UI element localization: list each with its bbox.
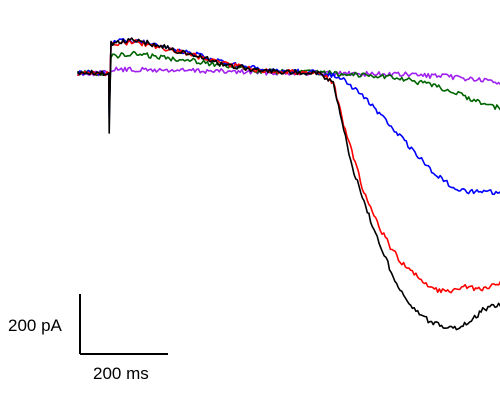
scale-label-time: 200 ms [93,364,149,383]
trace-line-2 [77,50,500,113]
trace-line-5 [77,37,500,331]
scale-label-current: 200 pA [8,316,63,335]
trace-line-1 [77,66,500,86]
traces-group [77,37,500,331]
scale-bars: 200 pA 200 ms [8,294,168,383]
trace-line-4 [77,39,500,294]
